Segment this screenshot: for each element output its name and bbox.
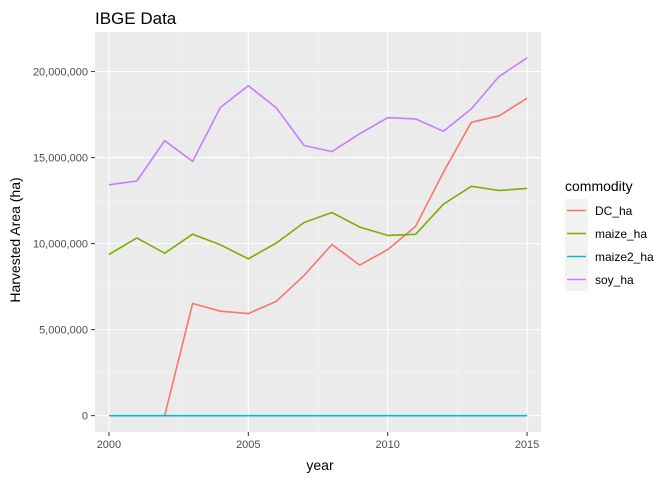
minor-gridlines (95, 32, 541, 432)
legend-items: DC_ha maize_ha maize2_ha soy_ha (565, 199, 654, 291)
y-tick-label: 5,000,000 (39, 325, 88, 337)
legend-item: soy_ha (565, 268, 634, 291)
legend-label: soy_ha (595, 273, 634, 287)
legend-item: maize2_ha (565, 245, 654, 268)
series-line-soy-ha (108, 57, 528, 186)
series-line-dc-ha (163, 97, 528, 416)
legend-label: DC_ha (595, 204, 633, 218)
y-tick-label: 15,000,000 (33, 153, 88, 165)
y-tick-label: 20,000,000 (33, 67, 88, 79)
x-tick-label: 2010 (375, 439, 399, 451)
legend-label: maize_ha (595, 227, 647, 241)
legend-item: DC_ha (565, 199, 633, 222)
y-tick-label: 0 (82, 411, 88, 423)
x-tick-label: 2000 (97, 439, 121, 451)
series-line-maize-ha (108, 185, 528, 260)
series-lines (108, 57, 528, 417)
y-axis-title: Harvested Area (ha) (7, 177, 23, 302)
chart-title: IBGE Data (95, 9, 177, 28)
legend-item: maize_ha (565, 222, 647, 245)
x-tick-label: 2015 (515, 439, 539, 451)
legend-label: maize2_ha (595, 250, 654, 264)
x-axis-title: year (306, 457, 334, 473)
y-axis: 0 5,000,000 10,000,000 15,000,000 20,000,000 (33, 67, 95, 423)
y-tick-label: 10,000,000 (33, 239, 88, 251)
major-gridlines (95, 32, 541, 432)
legend: commodity DC_ha maize_ha maize2_ha soy_ha (565, 178, 654, 291)
x-tick-label: 2005 (236, 439, 260, 451)
legend-title: commodity (565, 178, 633, 194)
x-axis: 2000 2005 2010 2015 (97, 432, 539, 451)
